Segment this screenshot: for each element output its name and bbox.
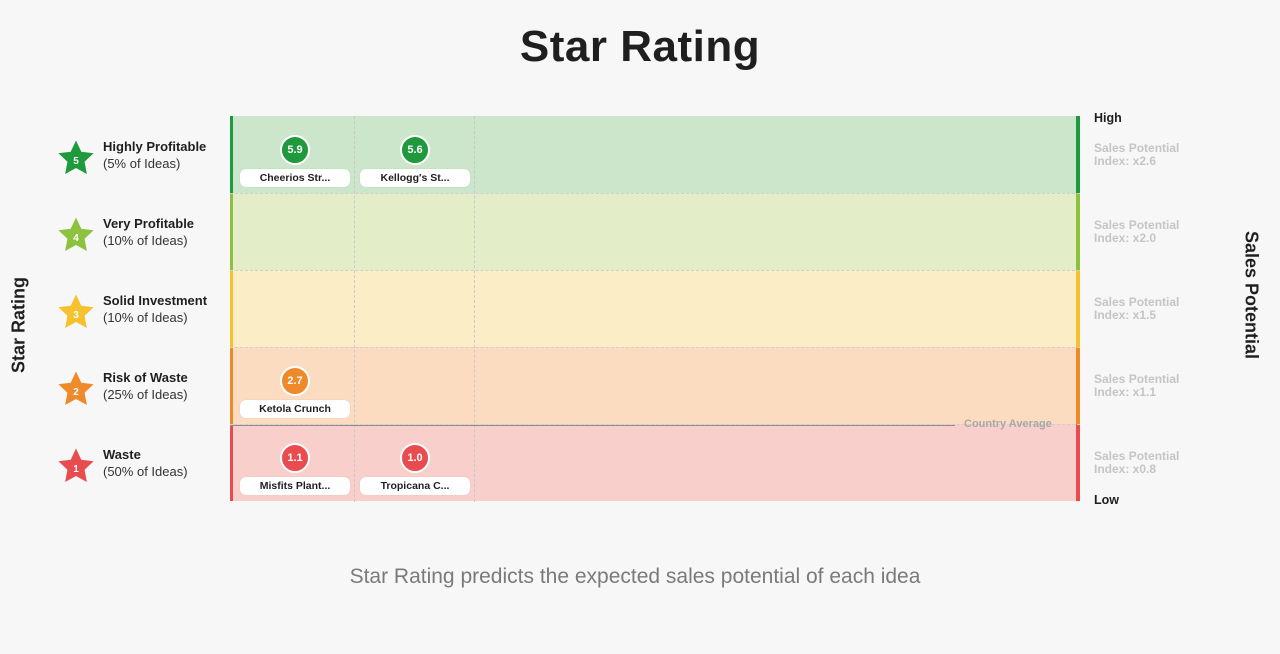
sales-index-label-4: Sales Potential Index: x2.0 xyxy=(1094,218,1180,245)
idea-marker[interactable]: 1.0 Tropicana C... xyxy=(360,439,470,495)
rating-text: Solid Investment (10% of Ideas) xyxy=(103,292,207,326)
star-icon: 5 xyxy=(58,140,94,174)
idea-score-badge: 2.7 xyxy=(280,366,310,396)
sales-index-label-2: Sales Potential Index: x1.1 xyxy=(1094,372,1180,399)
idea-name-label: Misfits Plant... xyxy=(240,477,350,495)
band-right-edge xyxy=(1076,347,1080,424)
rating-text: Very Profitable (10% of Ideas) xyxy=(103,215,194,249)
idea-name-label: Kellogg's St... xyxy=(360,169,470,187)
band-left-edge xyxy=(230,424,233,501)
grid-row-line xyxy=(230,424,1080,425)
band-5 xyxy=(230,116,1080,193)
idea-name-label: Cheerios Str... xyxy=(240,169,350,187)
grid-column-line xyxy=(354,116,355,502)
idea-score-badge: 1.0 xyxy=(400,443,430,473)
rating-name: Risk of Waste xyxy=(103,369,188,385)
star-icon: 3 xyxy=(58,294,94,328)
rating-text: Risk of Waste (25% of Ideas) xyxy=(103,369,188,403)
rating-text: Highly Profitable (5% of Ideas) xyxy=(103,138,206,172)
idea-score-badge: 5.9 xyxy=(280,135,310,165)
idea-score-badge: 1.1 xyxy=(280,443,310,473)
rating-text: Waste (50% of Ideas) xyxy=(103,446,188,480)
star-icon: 2 xyxy=(58,371,94,405)
low-label: Low xyxy=(1094,493,1119,507)
band-right-edge xyxy=(1076,424,1080,501)
rating-label-2: 2 Risk of Waste (25% of Ideas) xyxy=(57,347,229,424)
band-right-edge xyxy=(1076,193,1080,270)
band-left-edge xyxy=(230,116,233,193)
band-left-edge xyxy=(230,270,233,347)
idea-marker[interactable]: 1.1 Misfits Plant... xyxy=(240,439,350,495)
rating-label-1: 1 Waste (50% of Ideas) xyxy=(57,424,229,501)
y-axis-title: Star Rating xyxy=(8,276,29,374)
grid-row-line xyxy=(230,270,1080,271)
band-right-edge xyxy=(1076,270,1080,347)
star-number: 2 xyxy=(73,387,79,398)
plot-area: Country Average 5.9 Cheerios Str... 5.6 Kel… xyxy=(230,116,1080,502)
star-shape xyxy=(58,294,94,328)
band-1 xyxy=(230,424,1080,501)
rating-label-3: 3 Solid Investment (10% of Ideas) xyxy=(57,270,229,347)
right-axis-title: Sales Potential xyxy=(1241,230,1262,360)
idea-marker[interactable]: 5.9 Cheerios Str... xyxy=(240,131,350,187)
band-right-edge xyxy=(1076,116,1080,193)
rating-share: (50% of Ideas) xyxy=(103,463,188,479)
star-shape xyxy=(58,448,94,482)
sales-index-label-5: Sales Potential Index: x2.6 xyxy=(1094,141,1180,168)
idea-name-label: Ketola Crunch xyxy=(240,400,350,418)
rating-share: (10% of Ideas) xyxy=(103,309,188,325)
star-shape xyxy=(58,371,94,405)
star-shape xyxy=(58,140,94,174)
grid-row-line xyxy=(230,193,1080,194)
grid-column-line xyxy=(474,116,475,502)
rating-label-4: 4 Very Profitable (10% of Ideas) xyxy=(57,193,229,270)
rating-name: Highly Profitable xyxy=(103,138,207,154)
rating-share: (10% of Ideas) xyxy=(103,232,188,248)
band-left-edge xyxy=(230,193,233,270)
idea-score-badge: 5.6 xyxy=(400,135,430,165)
band-3 xyxy=(230,270,1080,347)
sales-index-label-3: Sales Potential Index: x1.5 xyxy=(1094,295,1180,322)
band-left-edge xyxy=(230,347,233,424)
rating-label-5: 5 Highly Profitable (5% of Ideas) xyxy=(57,116,229,193)
sales-index-label-1: Sales Potential Index: x0.8 xyxy=(1094,449,1180,476)
star-shape xyxy=(58,217,94,251)
rating-name: Waste xyxy=(103,446,141,462)
star-number: 4 xyxy=(73,233,79,244)
idea-marker[interactable]: 2.7 Ketola Crunch xyxy=(240,362,350,418)
idea-marker[interactable]: 5.6 Kellogg's St... xyxy=(360,131,470,187)
rating-name: Solid Investment xyxy=(103,292,208,308)
band-2 xyxy=(230,347,1080,424)
country-average-label: Country Average xyxy=(964,418,1052,430)
idea-name-label: Tropicana C... xyxy=(360,477,470,495)
star-icon: 1 xyxy=(58,448,94,482)
high-label: High xyxy=(1094,111,1122,125)
country-average-line xyxy=(230,425,955,426)
star-number: 1 xyxy=(73,464,79,475)
footer-caption: Star Rating predicts the expected sales … xyxy=(349,565,921,588)
star-icon: 4 xyxy=(58,217,94,251)
star-number: 3 xyxy=(73,310,79,321)
star-number: 5 xyxy=(73,156,79,167)
rating-share: (5% of Ideas) xyxy=(103,155,181,171)
rating-share: (25% of Ideas) xyxy=(103,386,188,402)
rating-name: Very Profitable xyxy=(103,215,195,231)
band-4 xyxy=(230,193,1080,270)
page-title: Star Rating xyxy=(519,22,761,71)
grid-row-line xyxy=(230,347,1080,348)
